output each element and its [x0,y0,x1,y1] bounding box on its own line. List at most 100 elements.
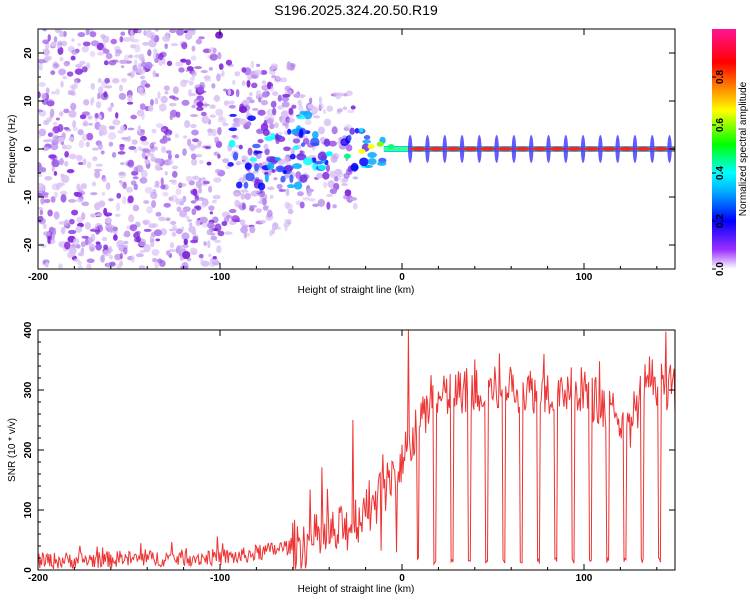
noise-cell [152,70,157,78]
transition-cell [236,181,243,189]
noise-cell [115,49,122,55]
transition-cell [317,151,328,161]
noise-cell [322,108,327,115]
noise-cell [138,265,146,269]
transition-cell [247,115,256,121]
pulse-core [651,146,670,152]
transition-cell [275,133,280,141]
noise-cell [161,128,167,132]
noise-cell [71,38,75,42]
noise-cell [111,59,119,63]
noise-cell [271,169,276,173]
noise-cell [50,196,56,203]
noise-cell [52,121,58,126]
noise-cell [103,91,108,98]
noise-cell [102,177,107,183]
noise-cell [68,247,77,254]
noise-cell [143,243,151,253]
noise-cell [101,236,108,242]
noise-cell [152,257,158,263]
noise-cell [214,239,222,243]
noise-cell [259,219,266,224]
noise-cell [38,63,43,71]
noise-cell [168,158,174,166]
noise-cell [140,169,148,179]
noise-cell [248,92,253,96]
noise-cell [155,211,162,217]
noise-cell [171,231,177,237]
noise-cell [175,228,183,235]
noise-cell [101,47,107,51]
noise-cell [336,108,343,113]
noise-cell [194,195,199,202]
noise-cell [60,80,64,88]
noise-cell [218,63,224,70]
noise-cell [86,258,95,263]
noise-cell [90,40,100,47]
noise-cell [81,111,91,116]
noise-cell [38,135,41,139]
noise-cell [277,94,282,102]
noise-cell [191,129,199,136]
noise-cell [243,231,247,239]
noise-cell [59,158,64,166]
noise-cell [51,166,55,172]
noise-cell [132,204,140,212]
noise-cell [217,126,222,136]
noise-cell [49,113,54,119]
ramp-cell [387,144,395,150]
noise-cell [81,201,90,207]
noise-cell [167,153,172,161]
noise-cell [77,261,82,266]
noise-cell [59,190,68,196]
noise-cell [63,108,70,114]
noise-cell [299,201,305,209]
noise-cell [190,200,197,204]
noise-cell [44,56,51,62]
transition-cell [228,127,238,132]
noise-cell [93,227,99,230]
noise-cell [221,221,228,227]
noise-cell [137,146,143,151]
noise-cell [130,254,135,263]
ramp-cell [325,151,333,157]
noise-cell [169,242,175,249]
noise-cell [207,128,214,133]
noise-cell [266,81,272,90]
noise-cell [253,69,262,76]
noise-cell [213,94,221,102]
noise-cell [51,91,57,95]
snr-series-line [38,330,675,569]
transition-cell [280,175,286,183]
noise-cell [182,148,187,156]
noise-cell [141,140,150,146]
noise-cell [50,41,57,47]
transition-cell [311,142,320,147]
transition-cell [244,162,252,170]
noise-cell [146,29,153,39]
noise-cell [47,132,53,138]
noise-cell [271,107,277,116]
noise-cell [269,194,274,199]
noise-cell [190,55,197,61]
pulse-core [478,146,497,152]
y-tick-label: 20 [23,47,34,59]
noise-cell [77,32,86,38]
noise-cell [119,125,126,132]
noise-cell [188,89,192,97]
noise-cell [58,263,63,269]
noise-cell [343,194,348,200]
noise-cell [278,115,283,122]
noise-cell [282,122,289,127]
y-tick-label: 10 [23,95,34,107]
noise-cell [185,175,193,182]
noise-cell [189,143,195,152]
snr-y-label: SNR (10 * v/v) [7,418,18,482]
noise-cell [240,219,246,226]
noise-cell [131,139,138,145]
noise-cell [102,249,111,257]
noise-cell [149,142,155,150]
noise-cell [196,84,201,88]
transition-cell [318,164,327,170]
